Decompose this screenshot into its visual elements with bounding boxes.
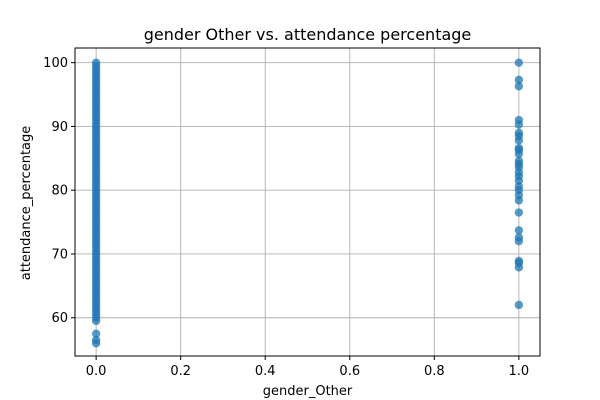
plot-area-frame <box>74 47 541 357</box>
x-tick-label: 1.0 <box>509 364 530 379</box>
data-point <box>91 329 101 338</box>
data-point <box>514 143 524 153</box>
axis-ticks: 0.0 0.2 0.4 0.6 0.8 1.0 60 70 80 90 100 <box>43 56 529 379</box>
data-point <box>514 156 524 166</box>
chart-title: gender Other vs. attendance percentage <box>144 25 472 44</box>
data-point <box>514 182 524 191</box>
x-tick-label: 0.2 <box>170 364 191 379</box>
data-point <box>514 233 524 242</box>
data-point <box>514 226 524 235</box>
x-tick-label: 0.8 <box>424 364 445 379</box>
data-point <box>514 300 524 310</box>
y-tick-label: 90 <box>51 120 68 135</box>
data-point <box>514 128 524 138</box>
x-tick-label: 0.0 <box>86 364 107 379</box>
data-point <box>91 58 101 67</box>
y-axis-label: attendance_percentage <box>19 126 34 281</box>
data-point <box>514 208 524 217</box>
data-point <box>514 58 524 67</box>
data-points <box>91 58 524 348</box>
data-point <box>514 115 524 125</box>
data-point <box>514 256 524 266</box>
data-point <box>514 75 524 85</box>
y-tick-label: 60 <box>51 311 68 326</box>
y-tick-label: 100 <box>43 56 68 71</box>
x-axis-label: gender_Other <box>263 384 353 399</box>
y-tick-label: 70 <box>51 247 68 262</box>
data-point <box>514 82 524 91</box>
data-point <box>91 335 101 345</box>
y-tick-label: 80 <box>51 184 68 199</box>
x-tick-label: 0.4 <box>255 364 276 379</box>
x-tick-label: 0.6 <box>339 364 360 379</box>
